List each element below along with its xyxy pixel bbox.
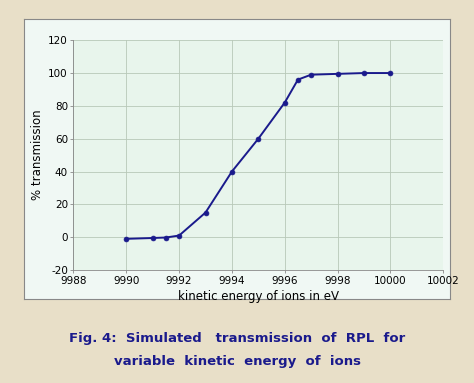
Text: Fig. 4:  Simulated   transmission  of  RPL  for: Fig. 4: Simulated transmission of RPL fo… bbox=[69, 332, 405, 345]
Text: variable  kinetic  energy  of  ions: variable kinetic energy of ions bbox=[113, 355, 361, 368]
Y-axis label: % transmission: % transmission bbox=[31, 110, 44, 200]
X-axis label: kinetic energy of ions in eV: kinetic energy of ions in eV bbox=[178, 290, 339, 303]
